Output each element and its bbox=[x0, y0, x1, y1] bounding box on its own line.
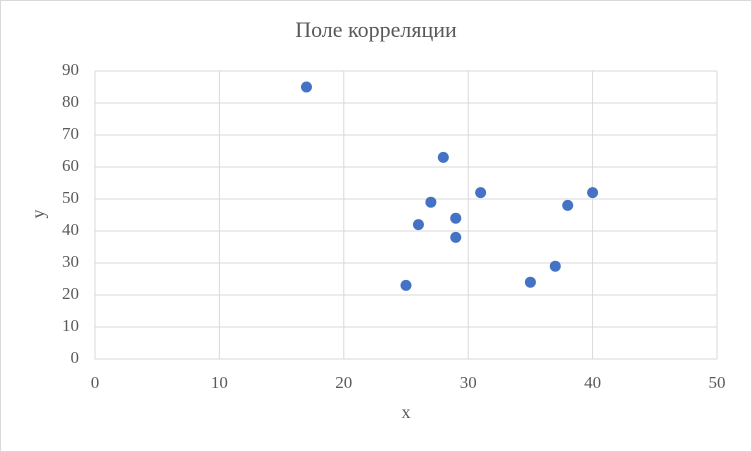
x-tick-label: 0 bbox=[91, 373, 100, 392]
x-tick-label: 20 bbox=[335, 373, 352, 392]
point bbox=[450, 212, 462, 224]
point bbox=[412, 219, 424, 231]
y-tick-label: 80 bbox=[62, 92, 79, 111]
y-tick-label: 40 bbox=[62, 220, 79, 239]
x-axis-label: x bbox=[402, 402, 411, 422]
point bbox=[425, 196, 437, 208]
y-tick-label: 10 bbox=[62, 316, 79, 335]
point bbox=[549, 260, 561, 272]
y-tick-label: 60 bbox=[62, 156, 79, 175]
x-tick-label: 40 bbox=[584, 373, 601, 392]
x-tick-label: 50 bbox=[709, 373, 726, 392]
point bbox=[437, 151, 449, 163]
chart-title: Поле корреляции bbox=[295, 17, 457, 42]
point bbox=[587, 187, 599, 199]
y-tick-label: 90 bbox=[62, 60, 79, 79]
x-tick-label: 10 bbox=[211, 373, 228, 392]
y-axis-label: y bbox=[28, 210, 48, 219]
point bbox=[524, 276, 536, 288]
y-tick-label: 0 bbox=[71, 348, 80, 367]
y-tick-label: 30 bbox=[62, 252, 79, 271]
y-tick-label: 20 bbox=[62, 284, 79, 303]
point bbox=[300, 81, 312, 93]
point bbox=[562, 199, 574, 211]
y-tick-label: 70 bbox=[62, 124, 79, 143]
x-tick-label: 30 bbox=[460, 373, 477, 392]
point bbox=[450, 231, 462, 243]
y-tick-label: 50 bbox=[62, 188, 79, 207]
point bbox=[475, 187, 487, 199]
point bbox=[400, 279, 412, 291]
